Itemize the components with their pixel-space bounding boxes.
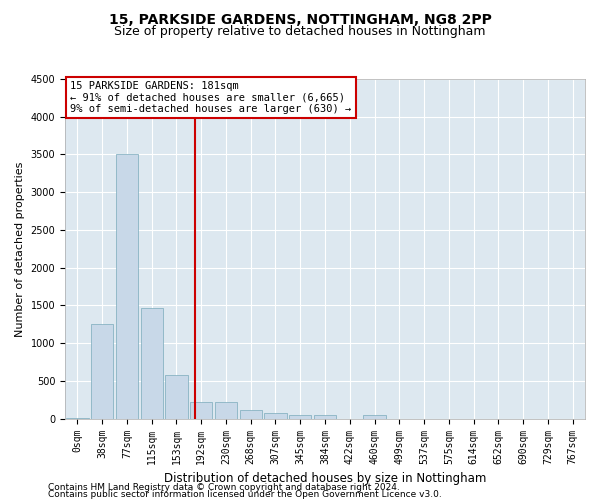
Bar [364, 415, 386, 418]
Text: Size of property relative to detached houses in Nottingham: Size of property relative to detached ho… [114, 25, 486, 38]
X-axis label: Distribution of detached houses by size in Nottingham: Distribution of detached houses by size … [164, 472, 486, 485]
Bar [140, 308, 163, 418]
Bar [265, 412, 287, 418]
Bar [215, 402, 237, 418]
Bar [190, 402, 212, 418]
Y-axis label: Number of detached properties: Number of detached properties [15, 161, 25, 336]
Text: 15, PARKSIDE GARDENS, NOTTINGHAM, NG8 2PP: 15, PARKSIDE GARDENS, NOTTINGHAM, NG8 2P… [109, 12, 491, 26]
Bar [289, 414, 311, 418]
Bar [314, 416, 336, 418]
Bar [166, 375, 188, 418]
Text: Contains HM Land Registry data © Crown copyright and database right 2024.: Contains HM Land Registry data © Crown c… [48, 484, 400, 492]
Text: Contains public sector information licensed under the Open Government Licence v3: Contains public sector information licen… [48, 490, 442, 499]
Bar [91, 324, 113, 418]
Bar [239, 410, 262, 418]
Bar [116, 154, 138, 418]
Text: 15 PARKSIDE GARDENS: 181sqm
← 91% of detached houses are smaller (6,665)
9% of s: 15 PARKSIDE GARDENS: 181sqm ← 91% of det… [70, 80, 352, 114]
